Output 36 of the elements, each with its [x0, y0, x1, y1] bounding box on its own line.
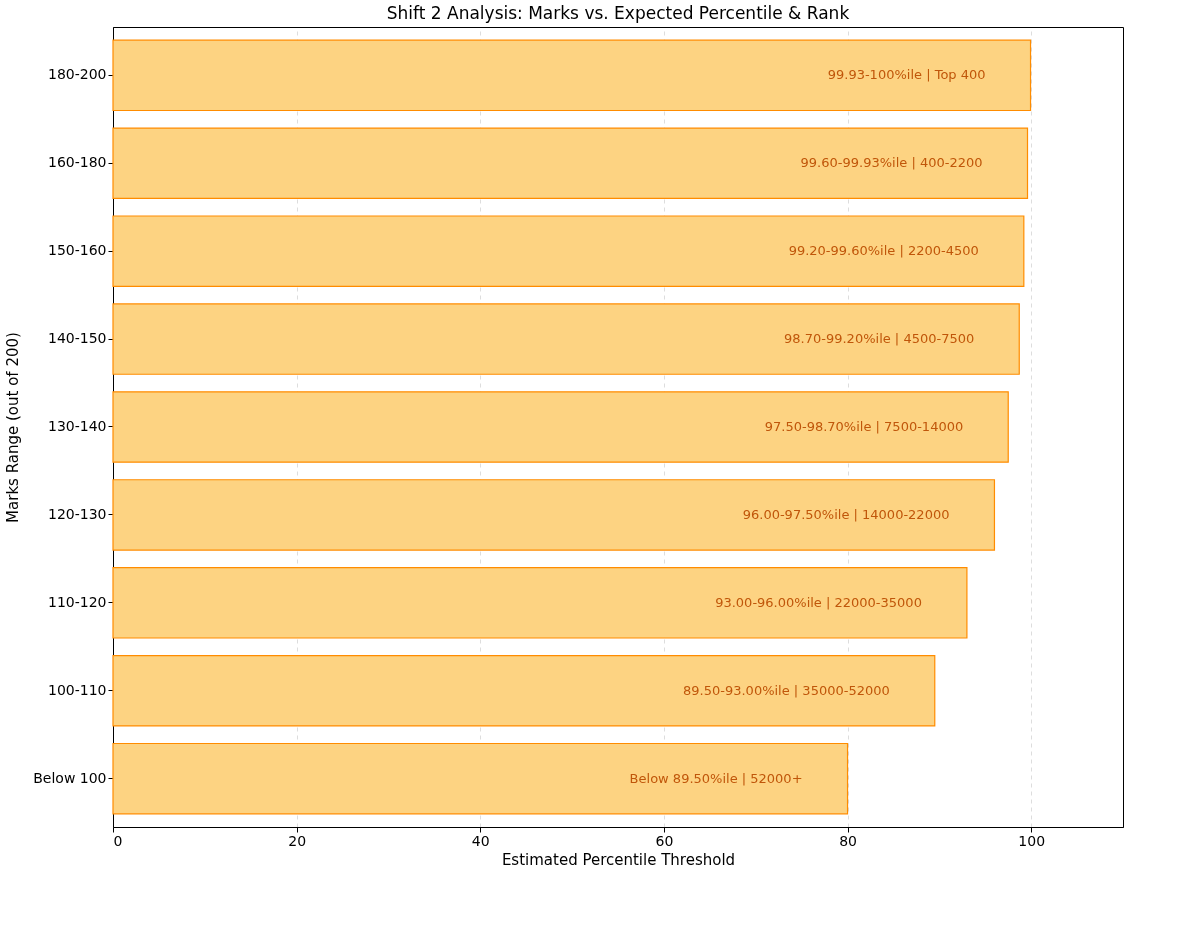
bar — [112, 479, 996, 551]
annotation: 99.93-100%ile | Top 400 — [827, 67, 986, 83]
y-tick-label: Below 100 — [33, 769, 107, 786]
bar — [112, 215, 1025, 287]
y-tick-label: 140-150 — [48, 330, 107, 347]
bar — [112, 742, 849, 815]
annotation: 99.60-99.93%ile | 400-2200 — [800, 155, 983, 171]
x-tick-label: 40 — [471, 832, 490, 849]
y-tick-label: 180-200 — [48, 66, 107, 83]
x-tick-label: 100 — [1018, 832, 1046, 849]
bar — [112, 654, 936, 727]
y-tick-label: 120-130 — [48, 505, 107, 522]
annotation: 98.70-99.20%ile | 4500-7500 — [784, 331, 975, 347]
x-tick-label: 0 — [113, 832, 123, 849]
annotation: 96.00-97.50%ile | 14000-22000 — [742, 506, 950, 522]
annotation: 93.00-96.00%ile | 22000-35000 — [715, 594, 922, 610]
bar — [112, 39, 1032, 112]
x-tick-label: 60 — [655, 832, 674, 849]
chart-title: Shift 2 Analysis: Marks vs. Expected Percentile & Rank — [386, 3, 850, 23]
y-tick-label: 100-110 — [48, 681, 107, 698]
x-axis-title: Estimated Percentile Threshold — [501, 850, 736, 869]
annotation: 97.50-98.70%ile | 7500-14000 — [764, 419, 964, 434]
bar — [112, 127, 1029, 200]
y-tick-label: 130-140 — [48, 418, 107, 434]
y-tick-label: 160-180 — [48, 154, 107, 171]
annotation: 99.20-99.60%ile | 2200-4500 — [788, 243, 979, 259]
y-tick-label: 110-120 — [48, 593, 107, 610]
y-axis-title: Marks Range (out of 200) — [4, 332, 23, 523]
x-tick-label: 80 — [839, 832, 857, 849]
bar — [112, 567, 968, 639]
bar — [112, 391, 1009, 463]
annotation: 89.50-93.00%ile | 35000-52000 — [683, 682, 890, 698]
bar — [112, 303, 1020, 375]
y-tick-label: 150-160 — [48, 242, 107, 259]
annotation: Below 89.50%ile | 52000+ — [629, 770, 803, 786]
x-tick-label: 20 — [288, 832, 307, 849]
